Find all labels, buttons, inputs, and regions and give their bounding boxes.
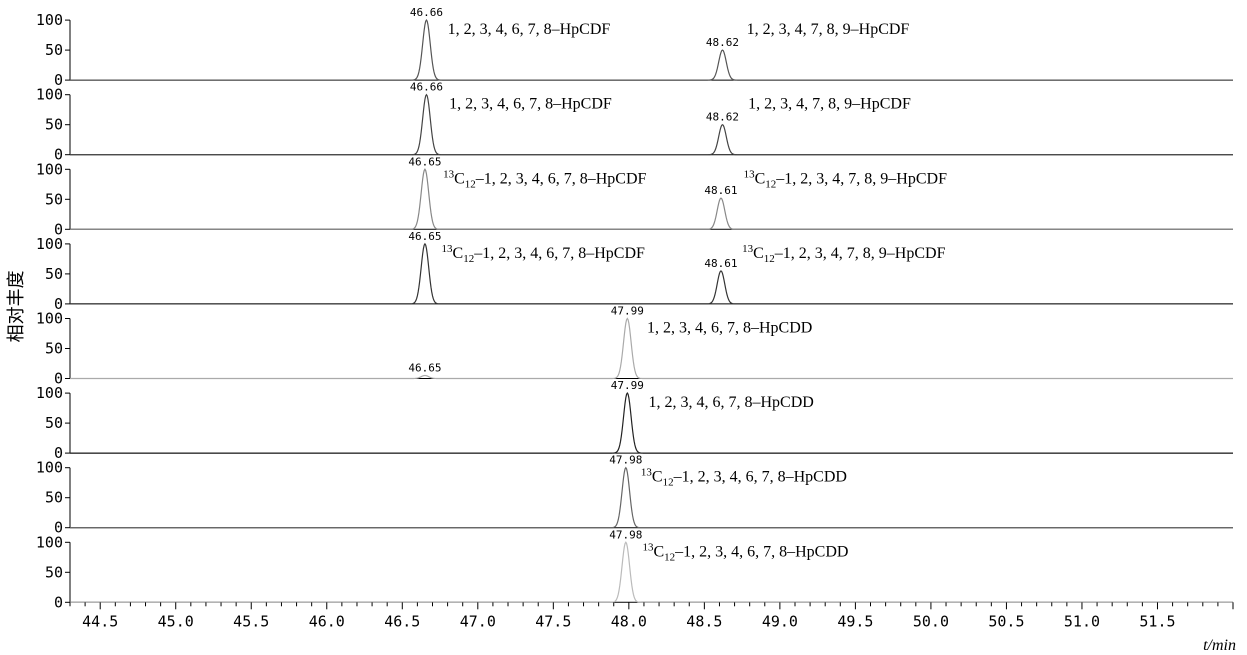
panel-1-peak-label-2: 48.62 [706, 36, 739, 49]
panel-3-peak-label-2: 48.61 [704, 184, 737, 197]
panel-5-ytick-label-100: 100 [36, 310, 63, 328]
panel-3-compound-label-2: 13C12–1, 2, 3, 4, 7, 8, 9–HpCDF [744, 168, 947, 190]
panel-8-ytick-label-50: 50 [45, 563, 63, 581]
x-tick-label-44.5: 44.5 [82, 612, 118, 630]
panel-3-compound-label-1: 13C12–1, 2, 3, 4, 6, 7, 8–HpCDF [443, 168, 646, 190]
y-axis-title: 相对丰度 [6, 270, 27, 342]
panel-2-ytick-label-100: 100 [36, 86, 63, 104]
panel-7-ytick-label-0: 0 [54, 519, 63, 537]
panel-8-ytick-label-0: 0 [54, 593, 63, 611]
x-tick-label-51.5: 51.5 [1139, 612, 1175, 630]
x-tick-label-48.0: 48.0 [611, 612, 647, 630]
panel-4-trace [70, 242, 1233, 305]
panel-2-ytick-label-0: 0 [54, 146, 63, 164]
panel-4-ytick-label-0: 0 [54, 295, 63, 313]
panel-2-ytick-label-50: 50 [45, 116, 63, 134]
panel-5-peak-label-2: 46.65 [408, 362, 441, 375]
panel-1-ytick-label-100: 100 [36, 11, 63, 29]
panel-2-compound-label-2: 1, 2, 3, 4, 7, 8, 9–HpCDF [748, 96, 911, 113]
panel-6-ytick-label-0: 0 [54, 444, 63, 462]
x-tick-label-45.0: 45.0 [158, 612, 194, 630]
x-tick-label-50.5: 50.5 [988, 612, 1024, 630]
panel-1-ytick-label-0: 0 [54, 71, 63, 89]
panel-5-trace [70, 317, 1233, 380]
panel-8-peak-label-1: 47.98 [609, 528, 642, 541]
x-tick-label-47.5: 47.5 [535, 612, 571, 630]
panel-6-ytick-label-50: 50 [45, 414, 63, 432]
panel-8-ytick-label-100: 100 [36, 533, 63, 551]
panel-1-ytick-label-50: 50 [45, 41, 63, 59]
panel-8-compound-label-1: 13C12–1, 2, 3, 4, 6, 7, 8–HpCDD [642, 541, 848, 563]
panel-6-peak-label-1: 47.99 [611, 379, 644, 392]
panel-1-compound-label-1: 1, 2, 3, 4, 6, 7, 8–HpCDF [448, 21, 611, 38]
panel-2-peak-label-2: 48.62 [706, 111, 739, 124]
x-tick-label-49.5: 49.5 [837, 612, 873, 630]
panel-5-compound-label-1: 1, 2, 3, 4, 6, 7, 8–HpCDD [647, 320, 812, 337]
panel-7-trace [70, 466, 1233, 529]
panel-7-peak-label-1: 47.98 [609, 454, 642, 467]
x-tick-label-46.0: 46.0 [309, 612, 345, 630]
panel-2-trace [70, 93, 1233, 156]
panel-4-compound-label-1: 13C12–1, 2, 3, 4, 6, 7, 8–HpCDF [442, 243, 645, 265]
panel-3-ytick-label-100: 100 [36, 160, 63, 178]
panel-4-peak-label-2: 48.61 [704, 257, 737, 270]
panel-8-trace [70, 541, 1233, 603]
panel-2-peak-label-1: 46.66 [410, 81, 443, 94]
x-tick-label-47.0: 47.0 [460, 612, 496, 630]
panel-7-ytick-label-100: 100 [36, 459, 63, 477]
panel-6-trace [70, 391, 1233, 454]
x-tick-label-48.5: 48.5 [686, 612, 722, 630]
panel-2-compound-label-1: 1, 2, 3, 4, 6, 7, 8–HpCDF [449, 96, 612, 113]
x-tick-label-50.0: 50.0 [913, 612, 949, 630]
panel-4-peak-label-1: 46.65 [408, 230, 441, 243]
x-tick-label-46.5: 46.5 [384, 612, 420, 630]
panel-6-ytick-label-100: 100 [36, 384, 63, 402]
panel-1-peak-label-1: 46.66 [410, 6, 443, 19]
panel-3-peak-label-1: 46.65 [408, 155, 441, 168]
x-tick-label-49.0: 49.0 [762, 612, 798, 630]
panel-5-ytick-label-0: 0 [54, 370, 63, 388]
panel-4-compound-label-2: 13C12–1, 2, 3, 4, 7, 8, 9–HpCDF [742, 243, 945, 265]
panel-7-ytick-label-50: 50 [45, 489, 63, 507]
panel-7-compound-label-1: 13C12–1, 2, 3, 4, 6, 7, 8–HpCDD [641, 467, 847, 489]
panel-3-ytick-label-50: 50 [45, 190, 63, 208]
panel-4-ytick-label-100: 100 [36, 235, 63, 253]
x-tick-label-45.5: 45.5 [233, 612, 269, 630]
panel-4-ytick-label-50: 50 [45, 265, 63, 283]
panel-6-compound-label-1: 1, 2, 3, 4, 6, 7, 8–HpCDD [648, 394, 813, 411]
panel-1-compound-label-2: 1, 2, 3, 4, 7, 8, 9–HpCDF [747, 21, 910, 38]
panel-3-ytick-label-0: 0 [54, 220, 63, 238]
panel-5-peak-label-1: 47.99 [611, 305, 644, 318]
x-axis-unit-label: t/min [1203, 637, 1236, 654]
x-tick-label-51.0: 51.0 [1064, 612, 1100, 630]
panel-1-trace [70, 18, 1233, 81]
panel-5-ytick-label-50: 50 [45, 340, 63, 358]
panel-3-trace [70, 168, 1233, 230]
